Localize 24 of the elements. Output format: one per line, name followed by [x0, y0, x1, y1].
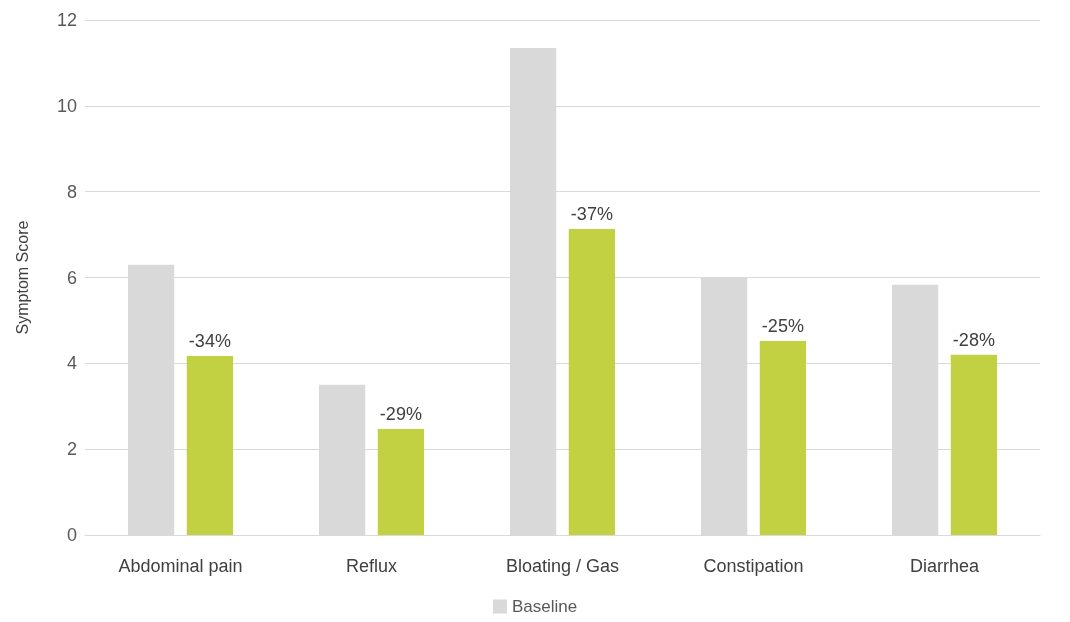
x-tick-label: Diarrhea	[909, 556, 980, 576]
y-axis-title: Symptom Score	[13, 220, 31, 335]
bar	[186, 356, 234, 535]
annotation: -25%	[761, 316, 804, 337]
x-tick-label: Reflux	[345, 556, 398, 576]
x-tick-label: Bloating / Gas	[505, 556, 620, 576]
y-tick-label: 6	[66, 267, 77, 288]
annotation: -29%	[379, 404, 422, 424]
y-tick-label: 2	[66, 439, 77, 460]
y-tick-label: 12	[56, 10, 77, 30]
bar	[950, 354, 998, 535]
y-tick-label: 4	[66, 353, 77, 374]
bar	[759, 341, 807, 535]
y-tick-label: 8	[66, 181, 77, 202]
y-tick-label: 0	[66, 525, 77, 545]
legend-label: Baseline	[511, 597, 578, 616]
x-tick-label: Constipation	[703, 556, 804, 576]
bar	[377, 429, 425, 535]
x-tick-label: Abdominal pain	[118, 556, 243, 576]
annotation: -28%	[952, 329, 995, 350]
y-tick-label: 10	[56, 95, 77, 116]
annotation: -37%	[570, 204, 613, 224]
annotation: -34%	[188, 331, 231, 352]
bar	[568, 229, 616, 535]
